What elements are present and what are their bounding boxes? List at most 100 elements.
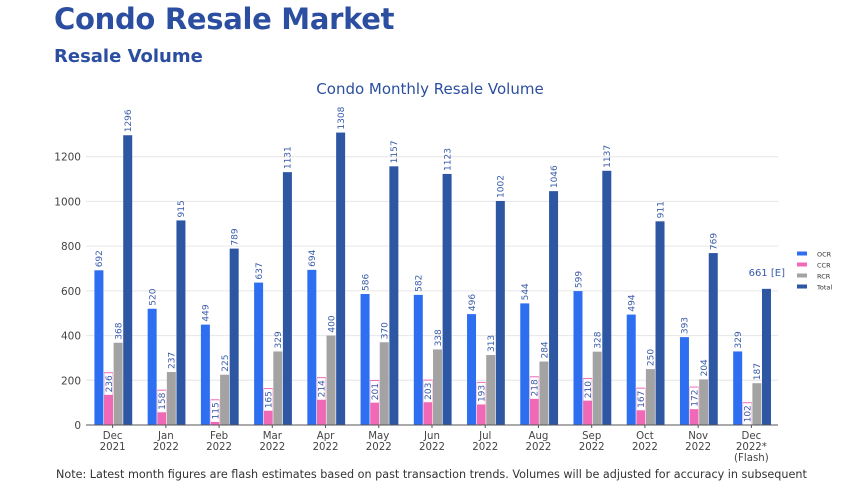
bar-ocr	[94, 270, 104, 425]
bar-ocr	[520, 303, 530, 425]
bar-total	[495, 200, 505, 425]
bar-label-bg	[636, 388, 646, 411]
bar-label-bg	[583, 379, 592, 401]
bar-total	[549, 191, 559, 425]
bar-label-bg	[264, 389, 273, 411]
bar-label-bg	[104, 373, 113, 395]
bar-value-label: 637	[255, 262, 265, 279]
legend-swatch-ocr	[797, 251, 807, 256]
bar-value-label: 496	[468, 294, 478, 311]
bar-total	[123, 135, 133, 425]
bar-value-label: 1296	[124, 109, 134, 132]
bar-value-label: 214	[318, 380, 328, 397]
bar-total	[389, 166, 399, 425]
bar-label-bg	[210, 400, 220, 422]
bar-value-label: 172	[690, 390, 700, 407]
legend-swatch-ccr	[797, 262, 807, 267]
y-tick-label: 1200	[54, 152, 81, 164]
bar-rcr	[273, 351, 283, 425]
bar-label-bg	[370, 381, 379, 403]
x-tick-label: May	[368, 431, 389, 442]
bar-label-bg	[157, 390, 166, 413]
bar-rcr	[166, 372, 176, 425]
bar-label-bg	[317, 378, 326, 400]
x-tick-label: 2022	[579, 442, 605, 453]
x-tick-label: 2022	[525, 442, 551, 453]
bar-rcr	[326, 335, 336, 425]
bar-value-label: 165	[265, 391, 275, 408]
axes: 020040060080010001200Dec2021Jan2022Feb20…	[54, 152, 778, 464]
page-title: Condo Resale Market	[54, 2, 395, 36]
bar-value-label: 494	[628, 294, 638, 311]
bar-value-label: 1308	[337, 106, 347, 129]
bar-value-label: 338	[434, 329, 444, 346]
x-tick-label: 2022	[685, 442, 711, 453]
bar-total	[336, 132, 346, 425]
bar-value-label: 1137	[603, 145, 613, 168]
bar-rcr	[433, 349, 442, 425]
bars	[94, 132, 771, 425]
bar-value-label: 167	[637, 391, 647, 408]
bar-value-label: 1157	[390, 140, 400, 163]
page-subtitle: Resale Volume	[54, 46, 203, 67]
bar-rcr	[645, 369, 655, 425]
bar-rcr	[113, 342, 123, 425]
bar-rcr	[220, 374, 230, 425]
legend: OCR CCR RCR Total	[797, 251, 832, 292]
x-tick-label: 2022	[153, 442, 179, 453]
x-tick-label: Dec	[103, 431, 123, 442]
bar-total	[176, 220, 186, 425]
bar-value-label: 692	[95, 250, 105, 267]
bar-value-label: 582	[415, 275, 425, 292]
bar-label-bg	[423, 380, 433, 403]
bar-ocr	[679, 337, 689, 425]
y-tick-label: 200	[61, 375, 81, 387]
bar-total	[655, 221, 665, 425]
bar-value-label: 915	[177, 200, 187, 217]
legend-label-rcr: RCR	[817, 273, 831, 281]
x-tick-label: Jan	[157, 431, 174, 442]
bar-value-label: 1123	[443, 148, 453, 171]
x-tick-label: Aug	[529, 431, 549, 442]
flash-estimate-label: 661 [E]	[749, 268, 785, 279]
x-tick-label: Feb	[210, 431, 228, 442]
x-tick-label: 2022	[313, 442, 339, 453]
bar-label-bg	[743, 403, 752, 425]
bar-total	[282, 172, 292, 425]
bar-ocr	[626, 314, 636, 425]
bar-value-label: 400	[327, 315, 337, 332]
bar-value-label: 102	[744, 405, 754, 422]
x-tick-label: Dec	[742, 431, 762, 442]
data-labels: 692 236 368 1296 520 158 237 915 449 115 225 789 637…	[95, 106, 785, 425]
bar-value-label: 520	[148, 288, 158, 305]
bar-ocr	[360, 293, 370, 425]
bar-value-label: 393	[681, 317, 691, 334]
x-tick-label: Nov	[688, 431, 708, 442]
bar-value-label: 250	[647, 349, 657, 366]
bar-value-label: 694	[308, 249, 318, 266]
x-tick-label: (Flash)	[734, 453, 769, 464]
bar-total	[229, 248, 239, 425]
bar-value-label: 449	[202, 304, 212, 321]
y-tick-label: 800	[61, 241, 81, 253]
legend-label-total: Total	[816, 284, 832, 292]
bar-rcr	[539, 361, 549, 425]
x-tick-label: Oct	[636, 431, 654, 442]
bar-rcr	[486, 355, 496, 425]
footnote: Note: Latest month figures are flash est…	[56, 468, 807, 481]
bar-value-label: 544	[521, 283, 531, 300]
bar-ocr	[254, 282, 264, 425]
bar-value-label: 210	[584, 381, 594, 398]
bar-value-label: 789	[230, 228, 240, 245]
bar-ocr	[307, 269, 317, 425]
x-tick-label: 2022	[632, 442, 658, 453]
bar-rcr	[592, 351, 602, 425]
x-tick-label: 2022	[419, 442, 445, 453]
legend-swatch-rcr	[797, 273, 807, 278]
bar-value-label: 370	[381, 322, 391, 339]
x-tick-label: 2022	[472, 442, 498, 453]
x-tick-label: Mar	[263, 431, 283, 442]
x-tick-label: 2022	[206, 442, 232, 453]
chart-title: Condo Monthly Resale Volume	[316, 80, 543, 98]
